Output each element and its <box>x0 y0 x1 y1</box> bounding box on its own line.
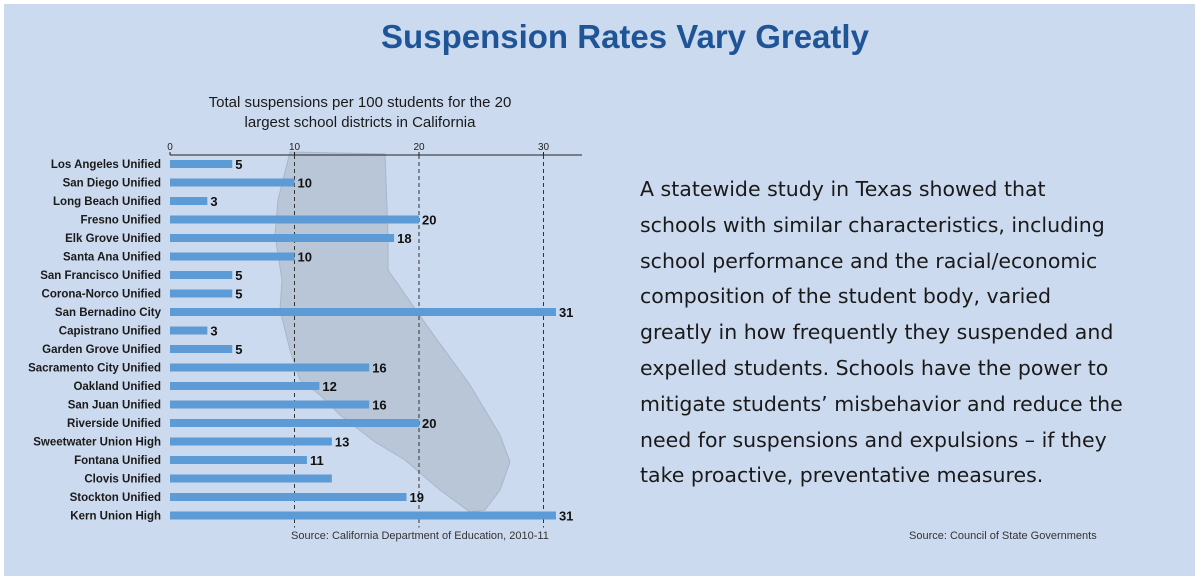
bar <box>170 382 320 390</box>
bar <box>170 400 370 409</box>
value-label: 16 <box>372 361 386 376</box>
body-text-line: composition of the student body, varied <box>640 284 1051 309</box>
chart-title-line-1: Total suspensions per 100 students for t… <box>208 94 512 111</box>
category-label: San Diego Unified <box>63 178 161 190</box>
bar <box>170 215 419 224</box>
category-label: Stockton Unified <box>70 492 161 504</box>
value-label: 13 <box>335 435 349 450</box>
bar-chart: 0 10 20 30 Los Angeles Unified San Diego Uni… <box>28 142 582 528</box>
category-label: Santa Ana Unified <box>63 252 161 264</box>
body-text-line: mitigate students’ misbehavior and reduc… <box>640 391 1123 416</box>
value-label: 3 <box>210 324 217 339</box>
x-tick-label: 0 <box>167 142 173 153</box>
bar <box>170 178 295 187</box>
category-label: Sacramento City Unified <box>28 363 161 375</box>
chart-title-line-2: largest school districts in California <box>244 114 476 131</box>
x-tick-label: 10 <box>289 142 301 153</box>
bar <box>170 474 332 483</box>
body-text-line: school performance and the racial/econom… <box>640 248 1098 273</box>
value-label: 10 <box>298 250 312 265</box>
x-tick-label: 20 <box>413 142 425 153</box>
category-label: Long Beach Unified <box>53 196 161 208</box>
body-text-line: A statewide study in Texas showed that <box>640 177 1046 201</box>
category-label: San Bernadino City <box>55 307 162 319</box>
body-text-line: take proactive, preventative measures. <box>640 463 1044 488</box>
bar <box>170 363 370 372</box>
chart-title: Total suspensions per 100 students for t… <box>160 93 560 133</box>
value-label: 20 <box>422 213 436 228</box>
page-title: Suspension Rates Vary Greatly <box>381 18 869 55</box>
category-label: Elk Grove Unified <box>65 233 161 245</box>
value-label: 3 <box>210 194 217 209</box>
bar <box>170 160 233 168</box>
category-label: Fontana Unified <box>74 455 161 467</box>
bar <box>170 345 233 353</box>
bar <box>170 252 295 261</box>
value-label: 5 <box>235 268 242 283</box>
value-label: 5 <box>235 342 242 357</box>
value-label: 18 <box>397 231 411 246</box>
category-label: Sweetwater Union High <box>33 437 161 449</box>
category-label: Capistrano Unified <box>59 326 161 338</box>
chart-source: Source: California Department of Educati… <box>291 530 549 542</box>
category-label: San Francisco Unified <box>40 270 161 282</box>
bar <box>170 326 208 335</box>
category-label: Corona-Norco Unified <box>42 289 161 301</box>
value-label: 10 <box>298 176 312 191</box>
category-label: Garden Grove Unified <box>42 344 161 356</box>
bar <box>170 271 233 279</box>
bar <box>170 511 556 520</box>
category-label: Kern Union High <box>70 511 161 523</box>
body-text-line: greatly in how frequently they suspended… <box>640 320 1114 345</box>
bar <box>170 234 395 242</box>
body-text-line: expelled students. Schools have the powe… <box>640 355 1109 380</box>
value-label: 19 <box>410 490 424 505</box>
category-label: Los Angeles Unified <box>51 159 161 171</box>
bar <box>170 437 332 446</box>
body-text-line: schools with similar characteristics, in… <box>640 212 1105 237</box>
value-label: 31 <box>559 509 573 524</box>
bar <box>170 493 407 501</box>
value-label: 5 <box>235 287 242 302</box>
category-label: Riverside Unified <box>67 418 161 430</box>
x-tick-label: 30 <box>538 142 550 153</box>
category-label: Clovis Unified <box>84 474 161 486</box>
bar <box>170 197 208 205</box>
value-label: 5 <box>235 157 242 172</box>
text-source: Source: Council of State Governments <box>909 530 1097 542</box>
bar <box>170 289 233 298</box>
value-label: 16 <box>372 398 386 413</box>
value-label: 20 <box>422 416 436 431</box>
category-label: San Juan Unified <box>68 400 161 412</box>
bar <box>170 456 307 464</box>
body-text-line: need for suspensions and expulsions – if… <box>640 427 1107 452</box>
value-label: 12 <box>322 379 336 394</box>
category-label: Fresno Unified <box>80 215 161 227</box>
bar <box>170 308 556 316</box>
category-label: Oakland Unified <box>73 381 161 393</box>
value-label: 31 <box>559 305 573 320</box>
bar <box>170 419 419 427</box>
value-label: 11 <box>310 453 324 468</box>
body-text: A statewide study in Texas showed that s… <box>640 172 1160 494</box>
